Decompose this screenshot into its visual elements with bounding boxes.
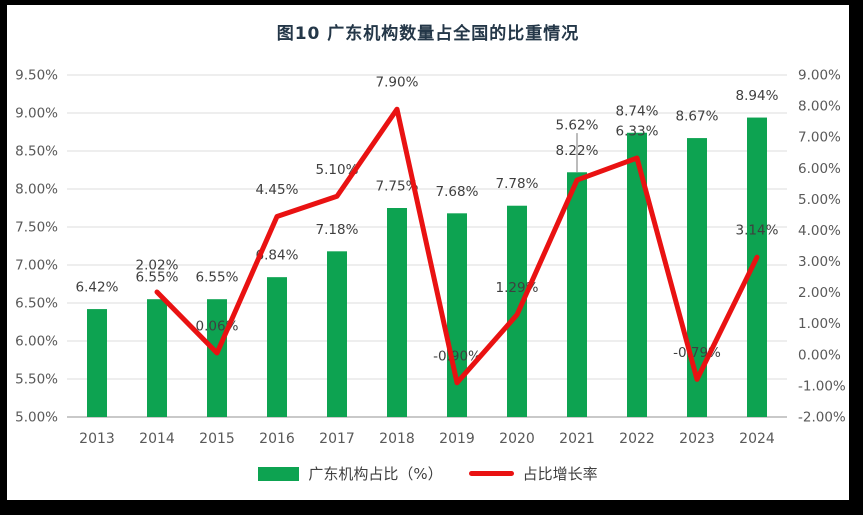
chart-title: 图10 广东机构数量占全国的比重情况 — [276, 24, 580, 44]
left-axis-tick-label: 7.50% — [15, 220, 58, 236]
line-data-label: 5.10% — [316, 162, 359, 178]
left-axis-tick-label: 7.00% — [15, 258, 58, 274]
bar-data-label: 6.55% — [196, 270, 239, 286]
left-axis-tick-label: 5.00% — [15, 410, 58, 426]
bar-data-label: 7.75% — [376, 179, 419, 195]
x-axis-category-label: 2017 — [319, 431, 355, 447]
line-data-label: 2.02% — [136, 258, 179, 274]
bar-data-label: 6.55% — [136, 270, 179, 286]
legend-item-bar-series: 广东机构占比（%） — [258, 463, 443, 484]
right-axis-tick-label: 0.00% — [798, 347, 841, 363]
legend-label-bar-series: 广东机构占比（%） — [308, 465, 443, 483]
bar-2024 — [747, 117, 767, 417]
x-axis-category-label: 2018 — [379, 431, 415, 447]
right-axis-tick-label: 7.00% — [798, 130, 841, 146]
line-data-label: 3.14% — [736, 223, 779, 239]
line-data-label: -0.90% — [433, 348, 481, 364]
x-axis-category-label: 2024 — [739, 431, 775, 447]
bar-2017 — [327, 251, 347, 417]
left-axis-tick-label: 8.50% — [15, 144, 58, 160]
bar-data-label: 7.78% — [496, 176, 539, 192]
right-axis-tick-label: 9.00% — [798, 68, 841, 84]
right-axis-tick-label: 3.00% — [798, 254, 841, 270]
legend-label-line-series: 占比增长率 — [522, 465, 598, 483]
right-axis-tick-label: 2.00% — [798, 285, 841, 301]
right-axis-tick-label: 4.00% — [798, 223, 841, 239]
x-axis-category-label: 2014 — [139, 431, 175, 447]
left-axis-tick-label: 5.50% — [15, 372, 58, 388]
left-axis-tick-label: 9.00% — [15, 106, 58, 122]
bar-data-label: 6.84% — [256, 248, 299, 264]
x-axis-category-label: 2021 — [559, 431, 595, 447]
bar-data-label: 8.74% — [616, 103, 659, 119]
x-axis-category-label: 2020 — [499, 431, 535, 447]
bar-data-label: 7.68% — [436, 184, 479, 200]
bar-2015 — [207, 299, 227, 417]
chart-panel: 图10 广东机构数量占全国的比重情况 9.50% 9.00% 8.50% 8.00% 7… — [7, 5, 849, 500]
growth-rate-line — [154, 106, 760, 386]
line-data-label: 4.45% — [256, 182, 299, 198]
x-axis-category-label: 2022 — [619, 431, 655, 447]
x-axis-category-label: 2019 — [439, 431, 475, 447]
left-axis-tick-label: 8.00% — [15, 182, 58, 198]
bar-2019 — [447, 213, 467, 417]
right-axis-tick-label: 1.00% — [798, 316, 841, 332]
legend-item-line-series: 占比增长率 — [468, 463, 598, 484]
right-axis-tick-label: -2.00% — [798, 410, 846, 426]
right-axis-tick-label: -1.00% — [798, 378, 846, 394]
line-series-swatch-icon — [468, 471, 514, 476]
bar-2021 — [567, 172, 587, 417]
left-axis-tick-label: 6.50% — [15, 296, 58, 312]
bar-series-swatch-icon — [258, 466, 300, 481]
left-axis-tick-label: 9.50% — [15, 68, 58, 84]
chart-canvas: 9.50% 9.00% 8.50% 8.00% 7.50% 7.00% 6.50% 6.00%… — [15, 68, 846, 448]
line-data-label: 7.90% — [376, 75, 419, 91]
x-axis-category-label: 2016 — [259, 431, 295, 447]
bar-data-label: 6.42% — [76, 280, 119, 296]
x-axis-category-label: 2023 — [679, 431, 715, 447]
bar-2016 — [267, 277, 287, 417]
bar-2013 — [87, 309, 107, 417]
bar-2014 — [147, 299, 167, 417]
x-axis-category-label: 2015 — [199, 431, 235, 447]
bar-2022 — [627, 132, 647, 417]
bar-data-label: 8.94% — [736, 88, 779, 104]
line-data-label: 5.62% — [556, 118, 599, 134]
bar-2018 — [387, 208, 407, 417]
right-axis-tick-label: 6.00% — [798, 161, 841, 177]
x-axis-category-label: 2013 — [79, 431, 115, 447]
bar-data-label: 8.67% — [676, 109, 719, 125]
chart-legend: 广东机构占比（%） 占比增长率 — [7, 463, 849, 484]
line-data-label: 6.33% — [616, 124, 659, 140]
right-axis-tick-label: 5.00% — [798, 192, 841, 208]
right-axis-tick-label: 8.00% — [798, 99, 841, 115]
left-axis-tick-label: 6.00% — [15, 334, 58, 350]
bar-data-label: 7.18% — [316, 222, 359, 238]
bar-2023 — [687, 138, 707, 417]
